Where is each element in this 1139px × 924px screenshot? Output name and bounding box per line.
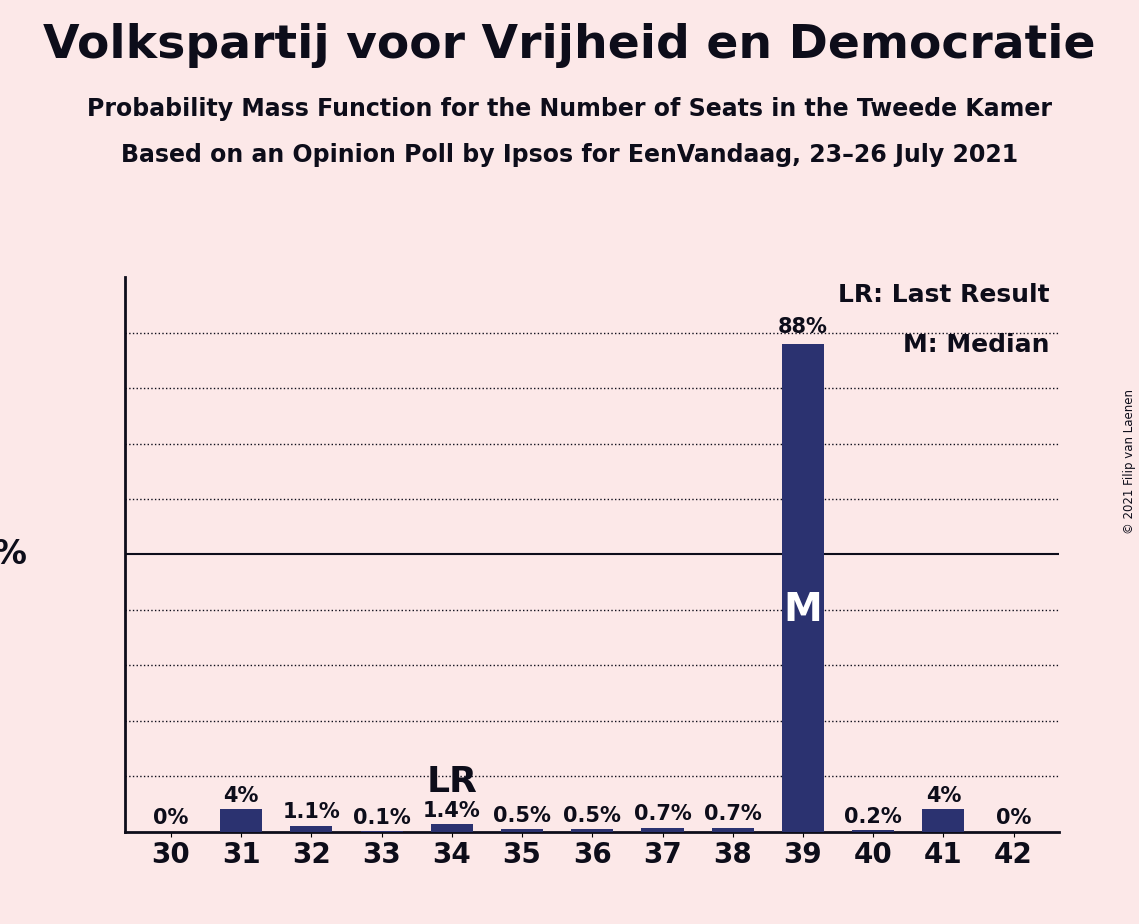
Text: 0.5%: 0.5% [493, 806, 551, 825]
Bar [781, 344, 823, 832]
Bar [501, 829, 543, 832]
Text: 1.1%: 1.1% [282, 802, 341, 822]
Text: LR: Last Result: LR: Last Result [838, 283, 1050, 307]
Text: 0.2%: 0.2% [844, 808, 902, 827]
Bar [431, 824, 473, 832]
Text: 0.5%: 0.5% [564, 806, 621, 825]
Text: 0.1%: 0.1% [353, 808, 410, 828]
Text: LR: LR [426, 765, 477, 799]
Text: M: M [784, 590, 822, 629]
Bar [641, 828, 683, 832]
Text: 50%: 50% [0, 538, 27, 571]
Text: 0%: 0% [154, 808, 189, 828]
Text: Probability Mass Function for the Number of Seats in the Tweede Kamer: Probability Mass Function for the Number… [87, 97, 1052, 121]
Text: 0.7%: 0.7% [633, 805, 691, 824]
Text: Based on an Opinion Poll by Ipsos for EenVandaag, 23–26 July 2021: Based on an Opinion Poll by Ipsos for Ee… [121, 143, 1018, 167]
Text: 0.7%: 0.7% [704, 805, 762, 824]
Text: 4%: 4% [926, 786, 961, 806]
Text: 1.4%: 1.4% [423, 800, 481, 821]
Bar [852, 831, 894, 832]
Text: 4%: 4% [223, 786, 259, 806]
Bar [220, 809, 262, 832]
Text: 0%: 0% [995, 808, 1031, 828]
Bar [572, 829, 613, 832]
Text: Volkspartij voor Vrijheid en Democratie: Volkspartij voor Vrijheid en Democratie [43, 23, 1096, 68]
Text: © 2021 Filip van Laenen: © 2021 Filip van Laenen [1123, 390, 1136, 534]
Bar [923, 809, 965, 832]
Text: M: Median: M: Median [903, 333, 1050, 357]
Text: 88%: 88% [778, 317, 828, 337]
Bar [290, 825, 333, 832]
Bar [712, 828, 754, 832]
